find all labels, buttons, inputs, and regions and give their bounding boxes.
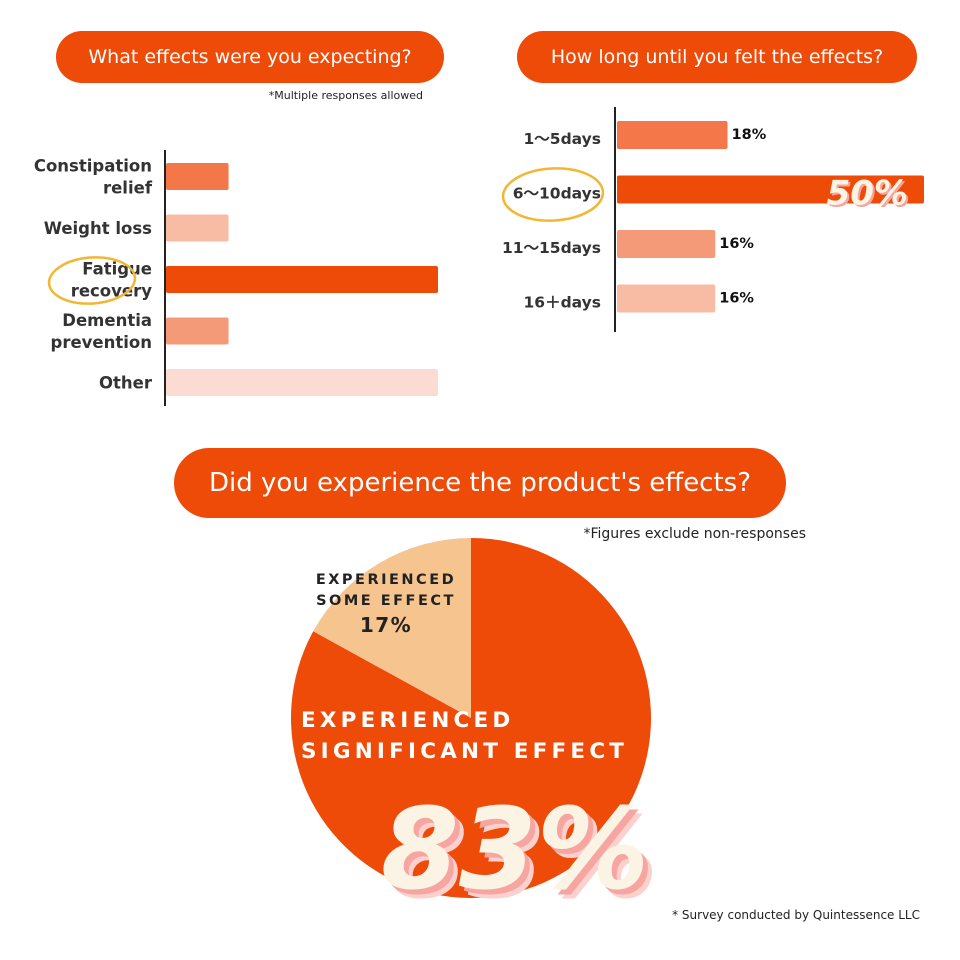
category-label-weight-loss-1: Weight loss — [44, 219, 152, 238]
category-label-other-1: Other — [99, 374, 153, 393]
highlight-circle — [501, 167, 605, 222]
slice-label-significant-effect-2: SIGNIFICANT EFFECT — [301, 739, 628, 764]
bar-weight-loss — [166, 214, 229, 242]
pie-slice-some-effect — [313, 538, 471, 718]
value-label-11-15days: 16% — [719, 236, 754, 252]
multiple-responses-note: *Multiple responses allowed — [268, 89, 423, 102]
experience-title: Did you experience the product's effects… — [174, 448, 786, 518]
bar-16-days — [617, 284, 716, 313]
category-label-constipation-relief-1: Constipation — [34, 157, 152, 176]
slice-label-some-effect-2: SOME EFFECT — [316, 593, 456, 609]
category-label-dementia-prevention-1: Dementia — [62, 311, 152, 330]
category-label-constipation-relief-2: relief — [103, 179, 153, 198]
value-label-1-5days: 18% — [732, 127, 767, 143]
bar-11-15days — [617, 230, 716, 258]
value-label-16-days: 16% — [719, 291, 754, 307]
bar-6-10days — [617, 175, 924, 204]
non-responses-note: *Figures exclude non-responses — [583, 526, 806, 542]
category-label-6-10days: 6〜10days — [513, 185, 601, 203]
slice-value-significant-effect-shadow-2: 83% — [386, 790, 654, 920]
value-label-6-10days: 50% — [827, 174, 908, 214]
highlight-circle — [47, 256, 137, 305]
bar-dementia-prevention — [166, 317, 229, 345]
duration-title: How long until you felt the effects? — [517, 31, 917, 83]
slice-label-some-effect-1: EXPERIENCED — [316, 572, 456, 588]
slice-value-significant-effect: 83% — [381, 785, 649, 915]
category-label-dementia-prevention-2: prevention — [51, 333, 152, 352]
category-label-11-15days: 11〜15days — [502, 239, 601, 257]
slice-value-significant-effect-shadow-1: 83% — [390, 794, 658, 924]
survey-footnote: * Survey conducted by Quintessence LLC — [672, 908, 920, 922]
value-label-shadow-6-10days: 50% — [829, 176, 910, 216]
expectations-title: What effects were you expecting? — [56, 31, 444, 83]
bar-fatigue-recovery — [166, 266, 438, 293]
slice-value-some-effect: 17% — [360, 613, 412, 637]
bar-1-5days — [617, 121, 728, 149]
bar-other — [166, 369, 438, 396]
category-label-16-days: 16＋days — [524, 294, 601, 312]
slice-label-significant-effect-1: EXPERIENCED — [301, 708, 514, 733]
category-label-1-5days: 1〜5days — [524, 130, 601, 148]
bar-constipation-relief — [166, 163, 229, 190]
